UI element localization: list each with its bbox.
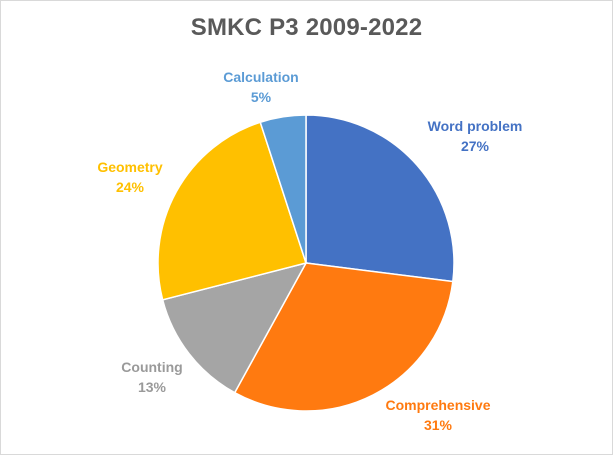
slice-label-calculation: Calculation bbox=[223, 69, 298, 85]
slice-percent-geometry: 24% bbox=[116, 179, 145, 195]
pie-labels: Word problem 27% Comprehensive 31% Counting 1… bbox=[97, 69, 522, 433]
slice-percent-comprehensive: 31% bbox=[424, 417, 453, 433]
pie-slice-word-problem bbox=[305, 114, 455, 283]
slice-percent-word-problem: 27% bbox=[461, 138, 490, 154]
pie-slice-calculation bbox=[259, 114, 307, 264]
slice-label-word-problem: Word problem bbox=[428, 118, 523, 134]
chart-title: SMKC P3 2009-2022 bbox=[190, 14, 423, 41]
slice-percent-counting: 13% bbox=[138, 379, 167, 395]
pie-slice-geometry bbox=[157, 121, 307, 301]
pie-slices bbox=[157, 114, 455, 412]
pie-slice-counting bbox=[161, 261, 308, 394]
slice-label-counting: Counting bbox=[121, 359, 182, 375]
pie-slice-comprehensive bbox=[233, 262, 454, 412]
slice-percent-calculation: 5% bbox=[251, 89, 272, 105]
slice-label-geometry: Geometry bbox=[97, 159, 163, 175]
slice-label-comprehensive: Comprehensive bbox=[385, 397, 490, 413]
